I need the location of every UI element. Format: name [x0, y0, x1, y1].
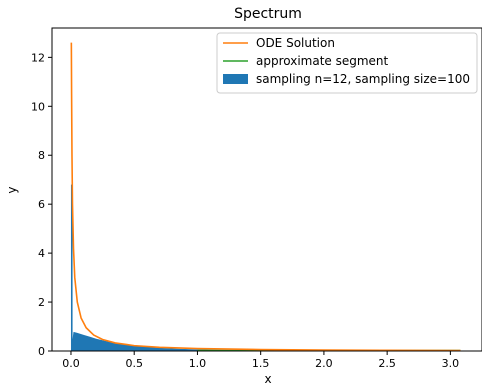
x-ticks: 0.0 0.5 1.0 1.5 2.0 2.5 3.0: [62, 351, 459, 370]
legend-segment-label: approximate segment: [256, 54, 389, 68]
y-ticks: 0 2 4 6 8 10 12: [31, 51, 52, 358]
y-tick-label: 8: [38, 149, 45, 162]
y-tick-label: 4: [38, 247, 45, 260]
x-tick-label: 1.5: [252, 357, 270, 370]
x-tick-label: 2.0: [315, 357, 333, 370]
chart-title: Spectrum: [234, 6, 302, 22]
histogram-area: [70, 331, 461, 351]
y-tick-label: 6: [38, 198, 45, 211]
x-tick-label: 3.0: [442, 357, 460, 370]
x-axis-label: x: [264, 372, 271, 386]
x-tick-label: 1.0: [189, 357, 207, 370]
legend-histogram-swatch: [223, 74, 248, 84]
y-tick-label: 12: [31, 51, 45, 64]
y-tick-label: 0: [38, 345, 45, 358]
plot-frame: [51, 27, 482, 352]
y-axis-label: y: [5, 186, 19, 193]
legend-box: [216, 32, 478, 94]
x-tick-label: 0.0: [62, 357, 80, 370]
y-tick-label: 2: [38, 296, 45, 309]
ode-solution-line: [70, 42, 461, 352]
x-tick-label: 0.5: [125, 357, 143, 370]
y-tick-label: 10: [31, 100, 45, 113]
legend: ODE Solution approximate segment samplin…: [216, 32, 478, 94]
legend-ode-label: ODE Solution: [256, 36, 335, 50]
x-tick-label: 2.5: [378, 357, 396, 370]
histogram-spike-bar: [70, 184, 73, 351]
legend-histogram-label: sampling n=12, sampling size=100: [256, 72, 470, 86]
histogram-layer: [70, 184, 461, 351]
